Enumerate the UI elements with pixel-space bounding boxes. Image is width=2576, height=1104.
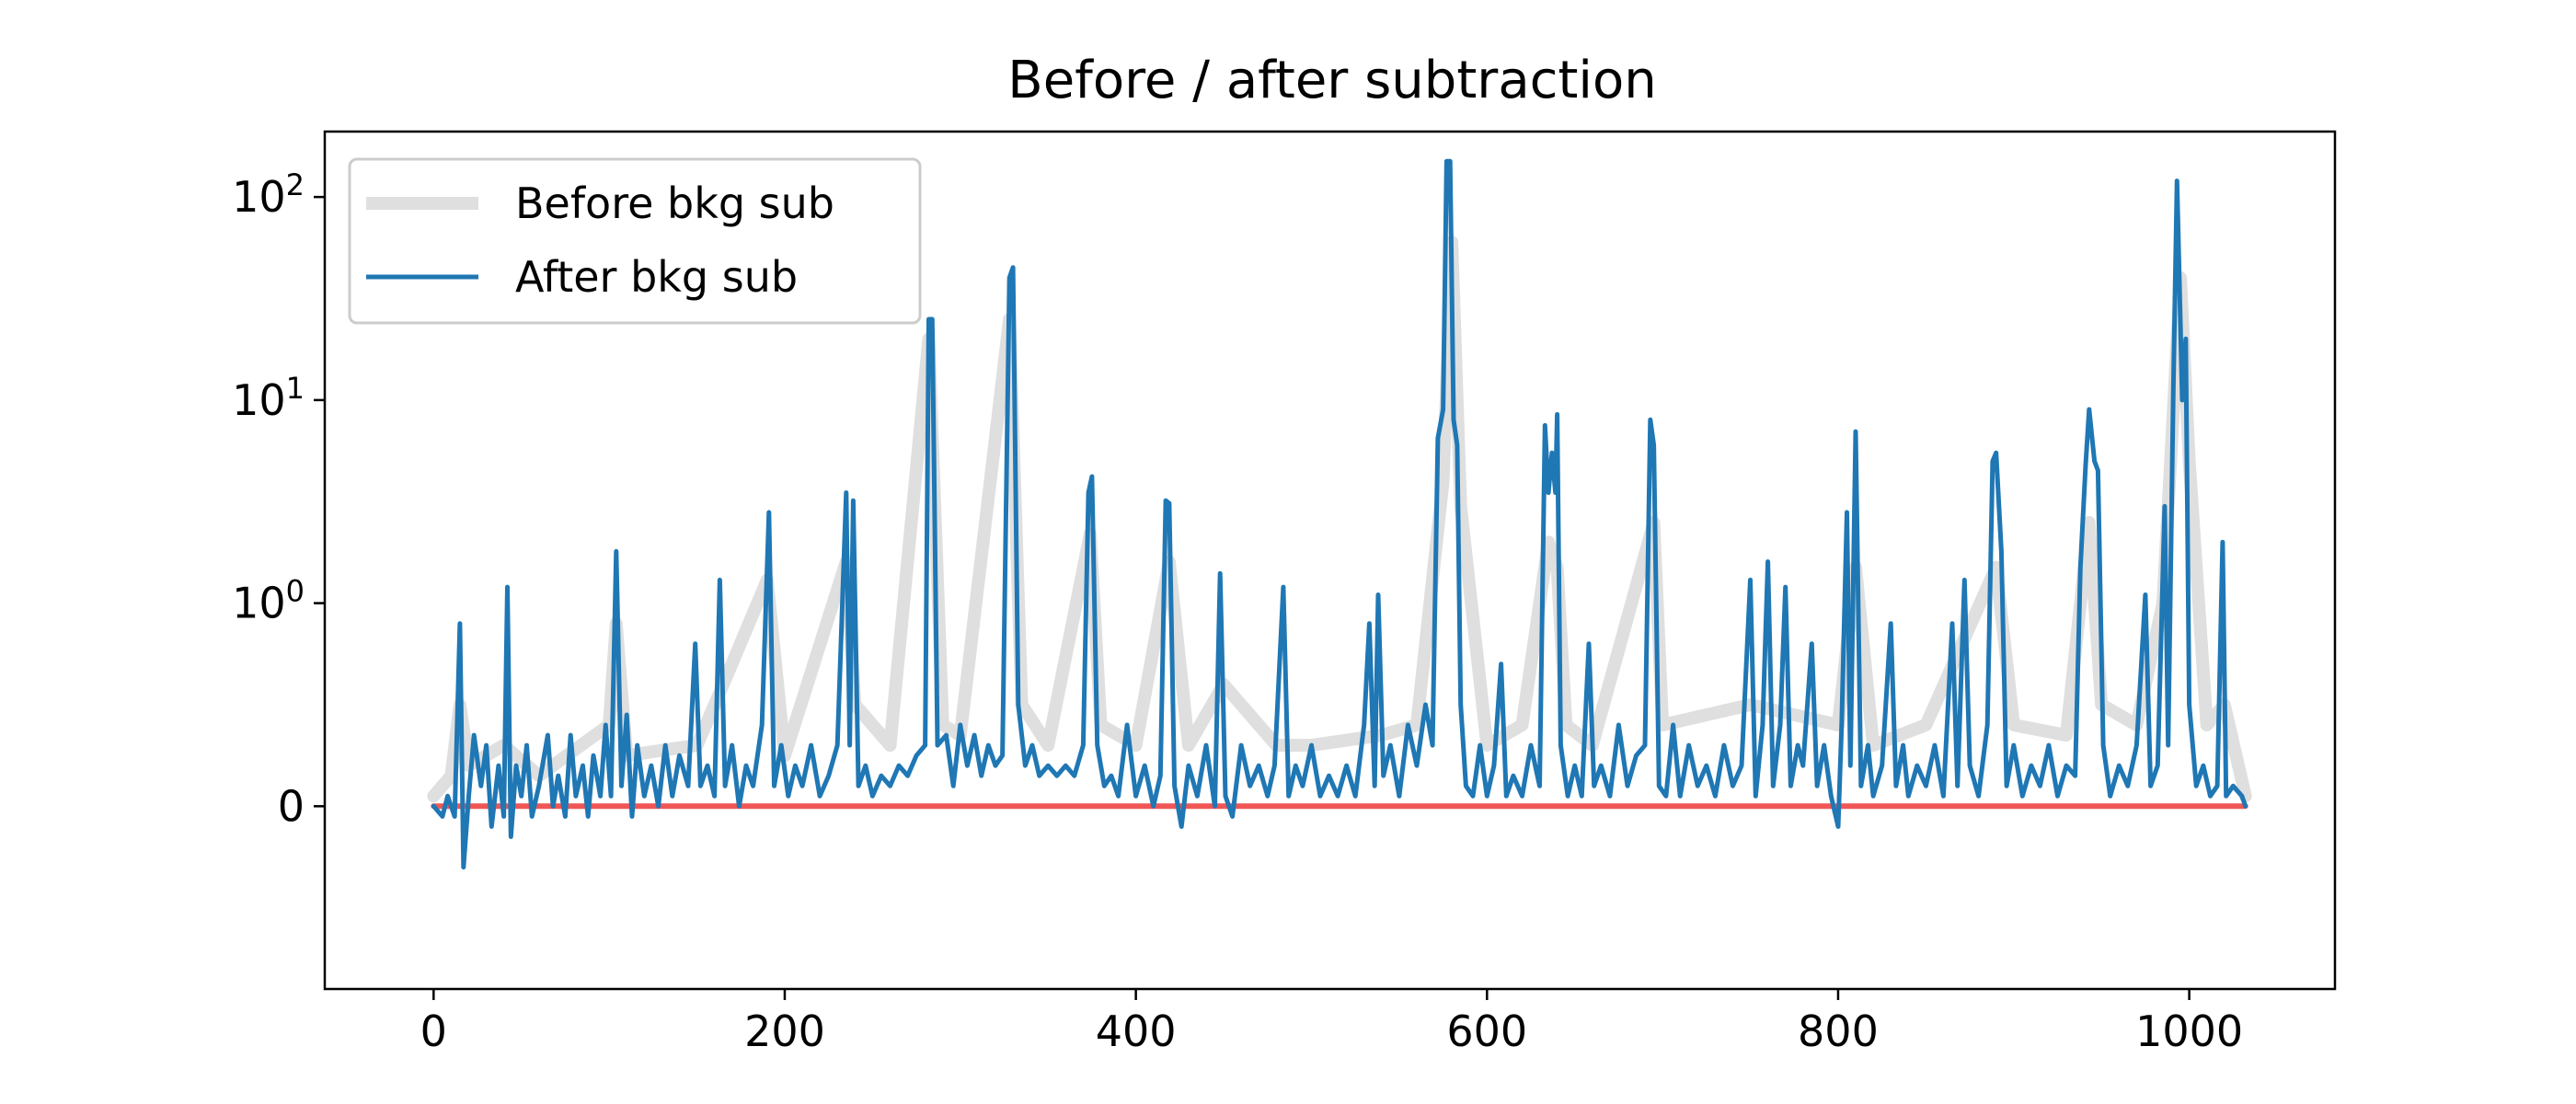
x-tick-label: 1000 [2135, 1006, 2243, 1056]
x-axis: 0 200 400 600 800 1000 [420, 989, 2243, 1056]
y-tick-label: 100 [232, 574, 305, 628]
y-tick-label: 0 [278, 781, 305, 831]
legend-label: Before bkg sub [515, 178, 834, 228]
legend: Before bkg sub After bkg sub [348, 157, 922, 325]
plot-area [427, 158, 2252, 870]
y-axis: 0 100 101 102 [232, 167, 325, 831]
x-tick-label: 600 [1446, 1006, 1527, 1056]
legend-box [348, 157, 922, 325]
chart-title: Before / after subtraction [1007, 51, 1656, 110]
series-line-after-bkg-sub [431, 158, 2248, 870]
x-tick-label: 0 [420, 1006, 447, 1056]
y-tick-label: 102 [232, 167, 305, 222]
x-tick-label: 800 [1798, 1006, 1879, 1056]
legend-label: After bkg sub [515, 252, 798, 302]
plot-frame [323, 130, 2337, 991]
y-tick-label: 101 [232, 371, 305, 425]
x-tick-label: 200 [744, 1006, 825, 1056]
x-tick-label: 400 [1096, 1006, 1177, 1056]
